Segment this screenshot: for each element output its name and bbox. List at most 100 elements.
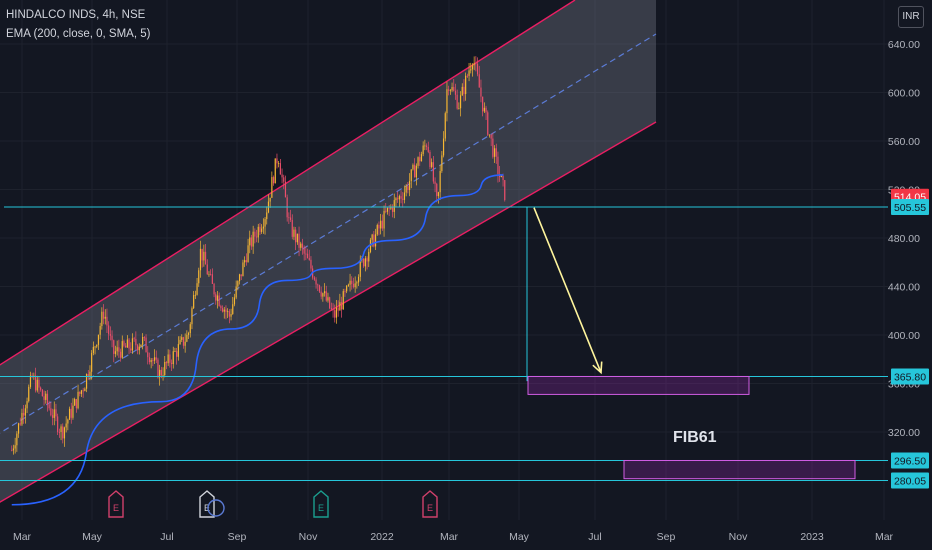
candle-body bbox=[448, 89, 450, 91]
candle-body bbox=[204, 251, 207, 265]
symbol-title[interactable]: HINDALCO INDS, 4h, NSE bbox=[6, 9, 146, 21]
earnings-marker[interactable]: E bbox=[108, 490, 124, 518]
earnings-marker[interactable]: E bbox=[422, 490, 438, 518]
level-badge-280-05[interactable]: 280.05 bbox=[894, 475, 926, 487]
candle-body bbox=[164, 362, 166, 376]
candle-body bbox=[157, 359, 159, 378]
candle-body bbox=[315, 279, 317, 285]
candle-body bbox=[181, 337, 183, 340]
candle-body bbox=[419, 157, 421, 162]
candle-body bbox=[381, 220, 383, 229]
candle-body bbox=[402, 198, 404, 200]
candle-body bbox=[101, 311, 103, 327]
candle-body bbox=[116, 347, 118, 352]
candle-body bbox=[468, 70, 470, 76]
dividend-marker[interactable] bbox=[207, 499, 225, 517]
candle-body bbox=[308, 258, 310, 260]
price-axis[interactable]: 640.00600.00560.00520.00480.00440.00400.… bbox=[888, 0, 932, 550]
candle-body bbox=[232, 304, 234, 314]
candle-body bbox=[349, 280, 351, 285]
candle-body bbox=[410, 169, 412, 182]
candle-body bbox=[53, 409, 55, 418]
earnings-marker-label: E bbox=[113, 503, 119, 513]
candle-body bbox=[19, 423, 21, 425]
candle-body bbox=[332, 309, 334, 311]
candle-body bbox=[133, 338, 135, 340]
candle-body bbox=[453, 87, 455, 91]
fib61-annotation[interactable]: FIB61 bbox=[673, 429, 717, 446]
candle-body bbox=[123, 341, 125, 346]
candle-body bbox=[79, 391, 81, 394]
candle-body bbox=[397, 198, 399, 200]
target-zones[interactable] bbox=[527, 375, 856, 480]
candle-body bbox=[247, 245, 249, 263]
candle-body bbox=[16, 433, 18, 446]
target-zone-1[interactable] bbox=[527, 375, 750, 395]
candle-body bbox=[99, 326, 101, 335]
candle-body bbox=[193, 295, 195, 309]
candle-body bbox=[368, 251, 370, 262]
level-badge-505-55-bg bbox=[891, 199, 929, 216]
candle-body bbox=[300, 243, 302, 248]
candle-body bbox=[125, 345, 127, 348]
candle-body bbox=[97, 334, 100, 345]
candle-body bbox=[366, 258, 368, 262]
candle-body bbox=[283, 177, 285, 182]
level-badge-296-50[interactable]: 296.50 bbox=[894, 455, 926, 467]
candle-body bbox=[393, 200, 395, 212]
candle-body bbox=[364, 258, 366, 267]
candle-body bbox=[483, 107, 485, 112]
candle-body bbox=[12, 448, 15, 451]
earnings-marker[interactable]: E bbox=[199, 490, 215, 518]
candle-body bbox=[167, 354, 169, 364]
candle-body bbox=[128, 339, 130, 349]
level-badge-505-55[interactable]: 505.55 bbox=[894, 202, 926, 214]
indicator-legend[interactable]: EMA (200, close, 0, SMA, 5) bbox=[6, 28, 151, 40]
candle-body bbox=[75, 399, 77, 409]
candle-body bbox=[136, 345, 139, 351]
earnings-marker[interactable]: E bbox=[313, 490, 329, 518]
candle-body bbox=[347, 284, 349, 286]
projection-arrow[interactable] bbox=[533, 207, 603, 375]
candle-body bbox=[68, 408, 71, 420]
target-zone-2[interactable] bbox=[623, 459, 856, 480]
level-badge-365-80[interactable]: 365.80 bbox=[894, 371, 926, 383]
time-tick-label: Mar bbox=[875, 531, 894, 543]
candle-body bbox=[257, 226, 259, 238]
channel-lower-line[interactable] bbox=[0, 121, 657, 505]
candle-body bbox=[266, 212, 268, 220]
time-tick-label: Mar bbox=[13, 531, 32, 543]
candle-body bbox=[121, 341, 123, 358]
level-badge-296-50-bg bbox=[891, 452, 929, 469]
earnings-marker-shape bbox=[108, 490, 124, 518]
candle-body bbox=[303, 247, 305, 254]
candle-body bbox=[301, 243, 304, 248]
candle-body bbox=[398, 196, 400, 200]
candle-body bbox=[264, 219, 266, 227]
candle-body bbox=[465, 75, 467, 95]
candle-body bbox=[412, 164, 414, 170]
candle-body bbox=[94, 346, 96, 348]
candle-body bbox=[279, 163, 281, 175]
candle-body bbox=[245, 260, 247, 263]
currency-label[interactable]: INR bbox=[898, 6, 924, 28]
candle-body bbox=[135, 338, 137, 346]
candle-body bbox=[210, 274, 212, 276]
candle-body bbox=[405, 186, 407, 193]
time-axis[interactable]: Mar May Jul Sep Nov 2022 Mar May Jul Sep Nov 2023 Ma… bbox=[0, 524, 932, 550]
candle-body bbox=[458, 108, 460, 110]
candle-body bbox=[142, 336, 144, 345]
candle-body bbox=[198, 270, 200, 284]
candle-body bbox=[106, 316, 108, 326]
candle-body bbox=[378, 224, 380, 229]
candle-body bbox=[138, 346, 140, 351]
candle-body bbox=[111, 335, 113, 341]
candle-body bbox=[420, 154, 423, 162]
candle-body bbox=[493, 148, 496, 157]
candle-body bbox=[475, 63, 477, 65]
earnings-marker-label: E bbox=[427, 503, 433, 513]
candle-body bbox=[203, 251, 205, 261]
time-tick-label: Nov bbox=[729, 531, 748, 543]
